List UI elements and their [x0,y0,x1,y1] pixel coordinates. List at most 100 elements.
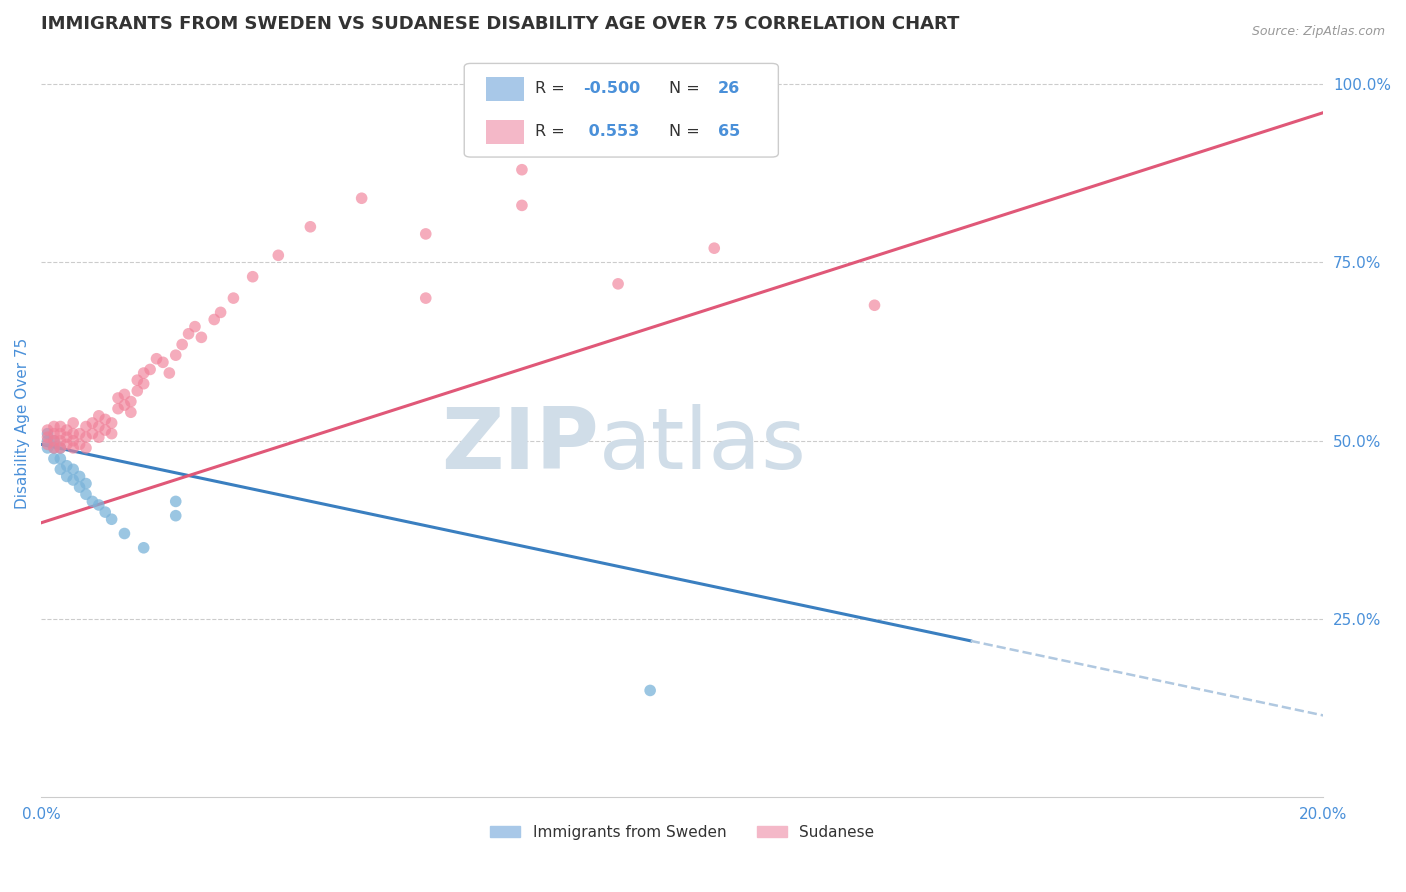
Point [703,241,725,255]
Point [165,508,187,523]
Text: IMMIGRANTS FROM SWEDEN VS SUDANESE DISABILITY AGE OVER 75 CORRELATION CHART: IMMIGRANTS FROM SWEDEN VS SUDANESE DISAB… [41,15,959,33]
Point [75,487,97,501]
Text: atlas: atlas [599,404,807,487]
Point [87,409,110,423]
Text: N =: N = [669,124,706,139]
Point [62,473,84,487]
Point [55,423,77,437]
Point [37,426,59,441]
Text: 26: 26 [718,81,741,96]
Point [42,451,65,466]
Point [69,426,91,441]
FancyBboxPatch shape [464,63,779,157]
Point [165,494,187,508]
Point [607,277,630,291]
Point [49,434,72,448]
Point [42,434,65,448]
Point [172,337,194,351]
Point [157,366,180,380]
Point [62,426,84,441]
Point [49,462,72,476]
Point [267,248,290,262]
Point [177,326,200,341]
Point [87,430,110,444]
Point [62,434,84,448]
Bar [486,77,524,101]
Point [184,319,207,334]
Point [75,441,97,455]
Point [114,398,136,412]
Point [132,541,155,555]
Point [37,423,59,437]
Text: Source: ZipAtlas.com: Source: ZipAtlas.com [1251,25,1385,38]
Point [55,437,77,451]
Point [49,419,72,434]
Point [87,498,110,512]
Point [62,462,84,476]
Point [114,387,136,401]
Point [120,394,142,409]
Point [120,405,142,419]
Point [202,312,225,326]
Point [222,291,245,305]
Point [75,419,97,434]
Point [75,430,97,444]
Point [49,441,72,455]
Point [69,469,91,483]
Point [42,441,65,455]
Point [415,227,437,241]
Point [87,419,110,434]
Point [49,426,72,441]
Point [42,426,65,441]
Point [94,412,117,426]
Point [132,366,155,380]
Y-axis label: Disability Age Over 75: Disability Age Over 75 [15,337,30,508]
Text: R =: R = [534,81,569,96]
Point [190,330,212,344]
Point [94,423,117,437]
Point [139,362,162,376]
Point [49,441,72,455]
Point [299,219,322,234]
Point [69,480,91,494]
Point [242,269,264,284]
Point [350,191,373,205]
Point [107,401,129,416]
Point [165,348,187,362]
Point [55,458,77,473]
Point [82,416,104,430]
Point [107,391,129,405]
Point [94,505,117,519]
Point [69,437,91,451]
Point [37,437,59,451]
Point [82,426,104,441]
Point [114,526,136,541]
Point [62,441,84,455]
Point [37,434,59,448]
Text: 0.553: 0.553 [583,124,640,139]
Point [132,376,155,391]
Text: N =: N = [669,81,706,96]
Text: 65: 65 [718,124,741,139]
Point [82,494,104,508]
Point [100,512,122,526]
Point [55,430,77,444]
Point [42,434,65,448]
Point [75,476,97,491]
Text: R =: R = [534,124,569,139]
Point [49,451,72,466]
Point [42,419,65,434]
Point [415,291,437,305]
Point [62,416,84,430]
Point [510,162,533,177]
Point [127,384,149,398]
Point [152,355,174,369]
Point [100,426,122,441]
Point [863,298,886,312]
Legend: Immigrants from Sweden, Sudanese: Immigrants from Sweden, Sudanese [484,819,880,846]
Point [638,683,661,698]
Point [42,441,65,455]
Point [37,441,59,455]
Point [510,198,533,212]
Bar [486,120,524,144]
